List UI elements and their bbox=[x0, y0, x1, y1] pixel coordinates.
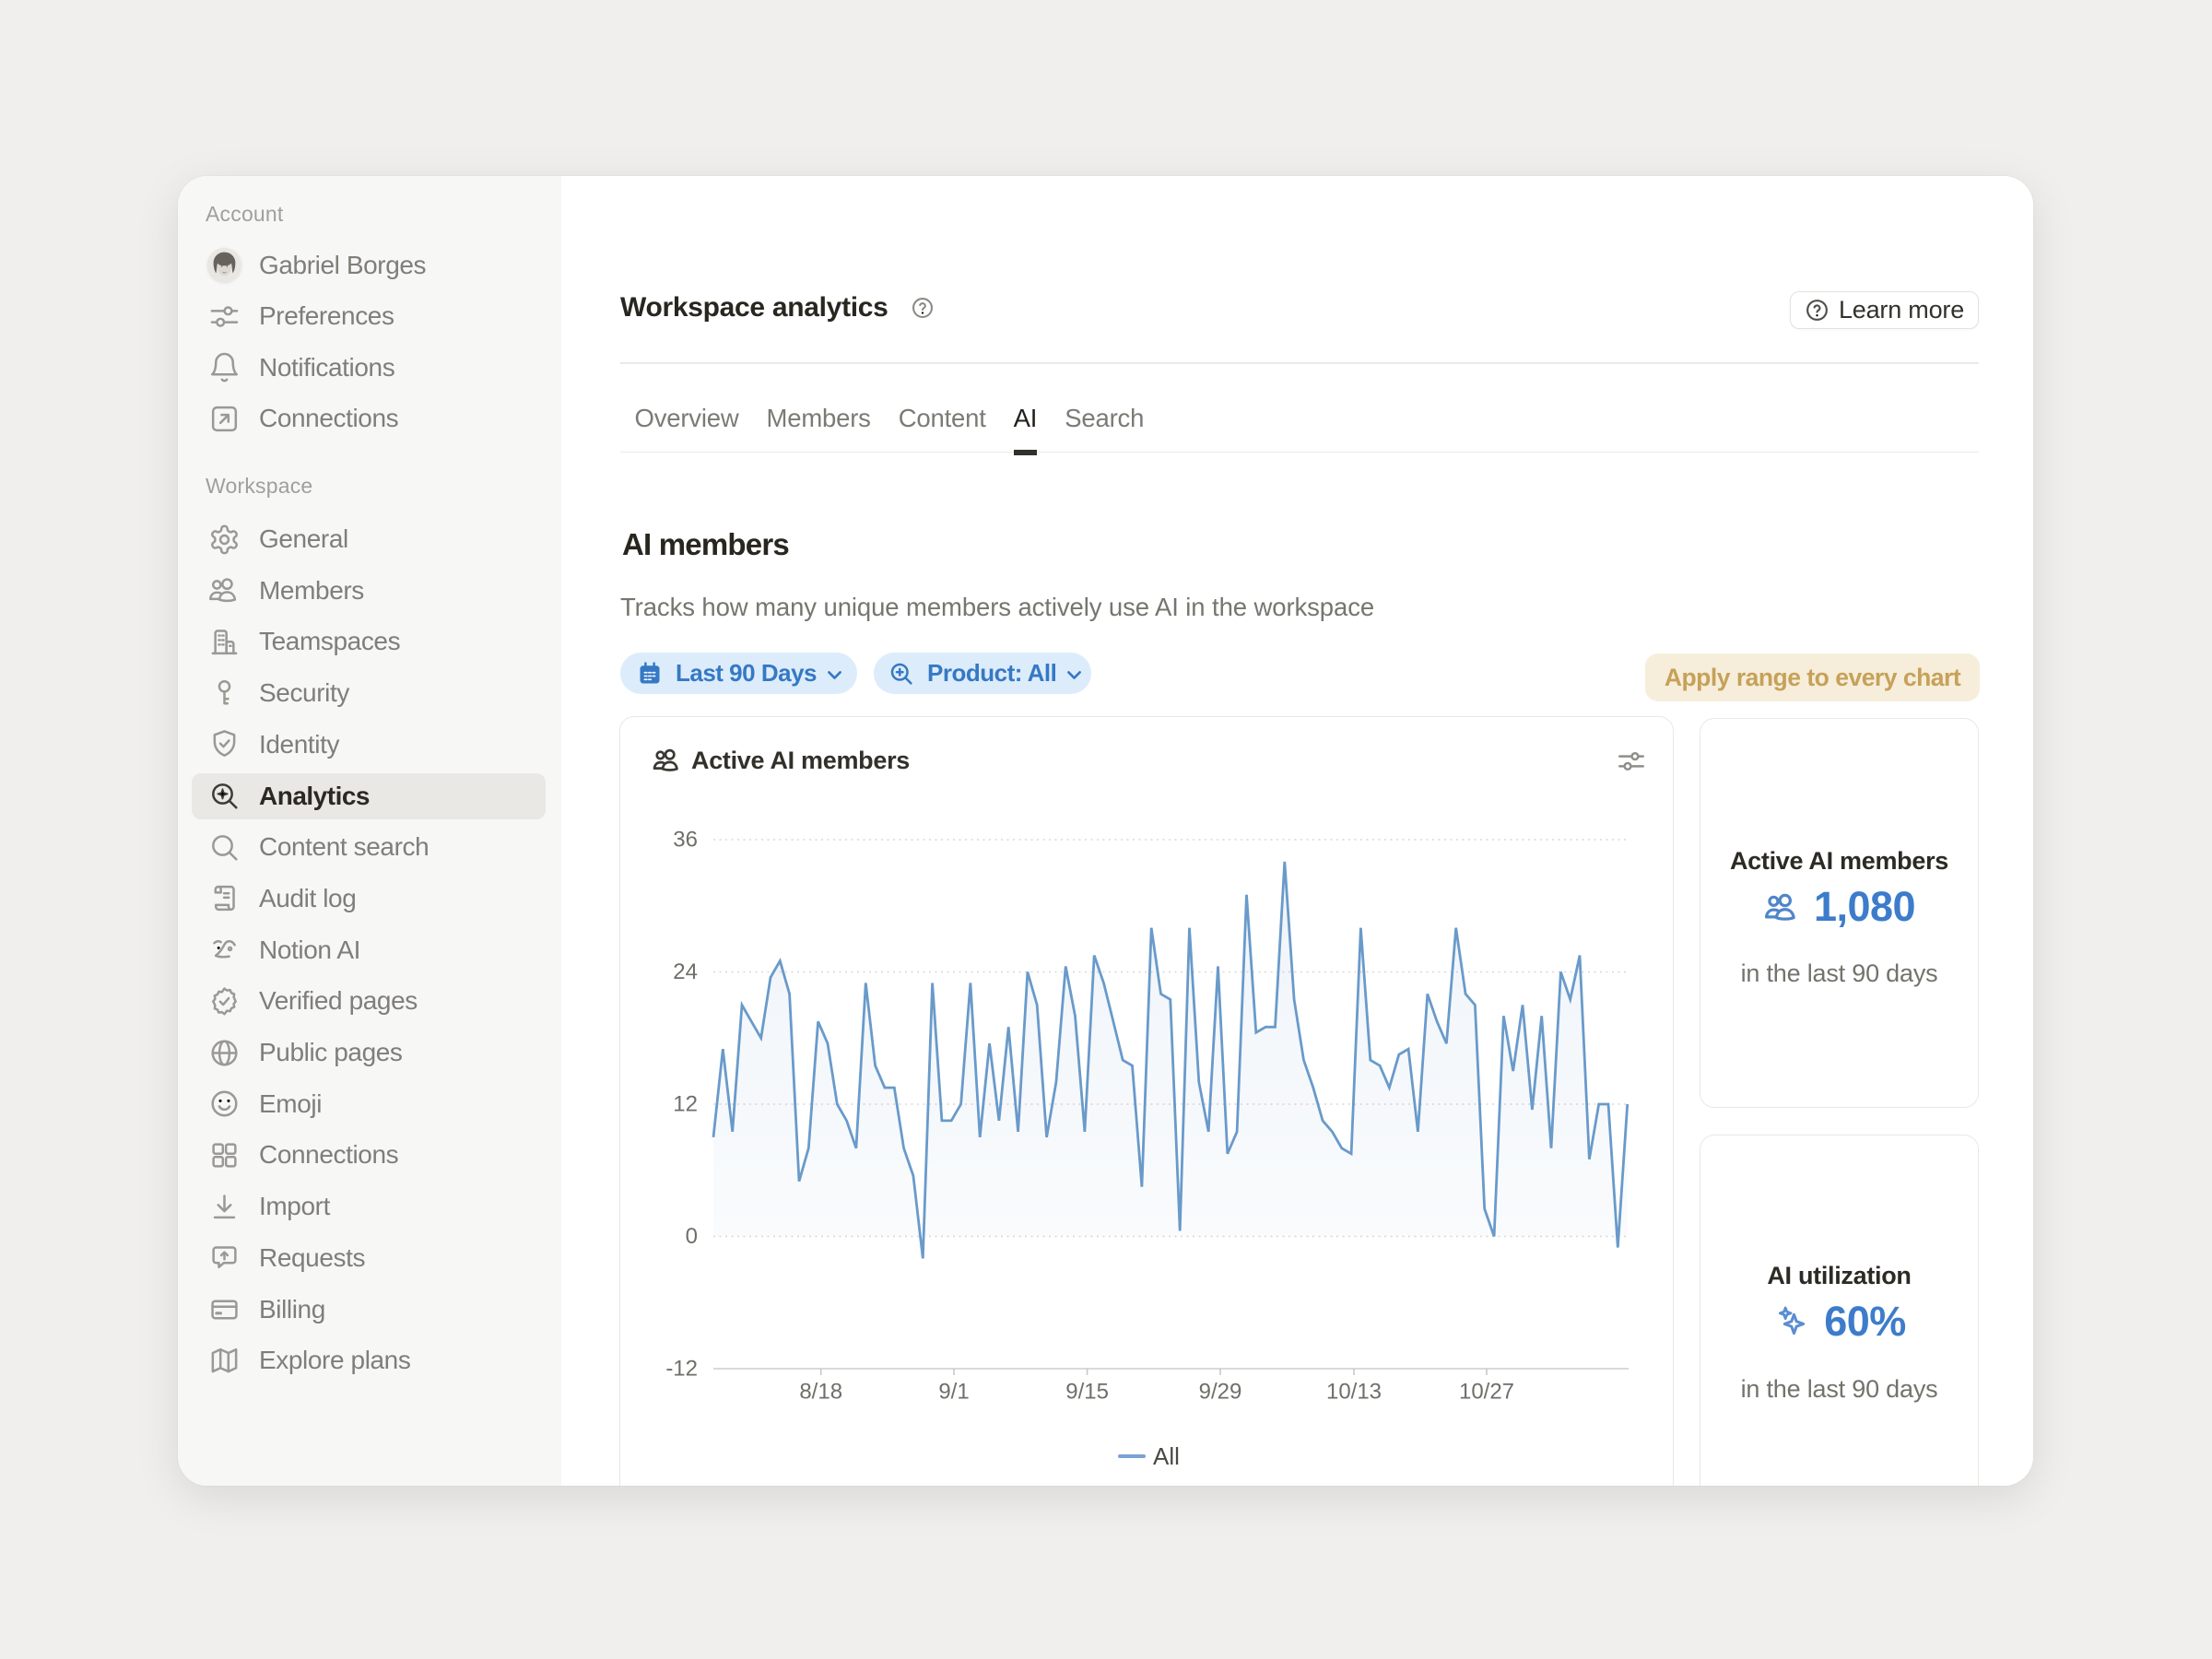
svg-text:12: 12 bbox=[673, 1092, 698, 1117]
svg-text:0: 0 bbox=[686, 1224, 698, 1249]
svg-text:24: 24 bbox=[673, 959, 698, 984]
svg-text:9/1: 9/1 bbox=[938, 1380, 969, 1405]
svg-text:10/27: 10/27 bbox=[1459, 1380, 1514, 1405]
svg-text:36: 36 bbox=[673, 828, 698, 853]
svg-text:9/29: 9/29 bbox=[1199, 1380, 1242, 1405]
svg-text:8/18: 8/18 bbox=[799, 1380, 842, 1405]
svg-text:-12: -12 bbox=[665, 1357, 698, 1382]
svg-text:10/13: 10/13 bbox=[1326, 1380, 1382, 1405]
svg-text:All: All bbox=[1153, 1442, 1180, 1470]
svg-text:9/15: 9/15 bbox=[1065, 1380, 1109, 1405]
